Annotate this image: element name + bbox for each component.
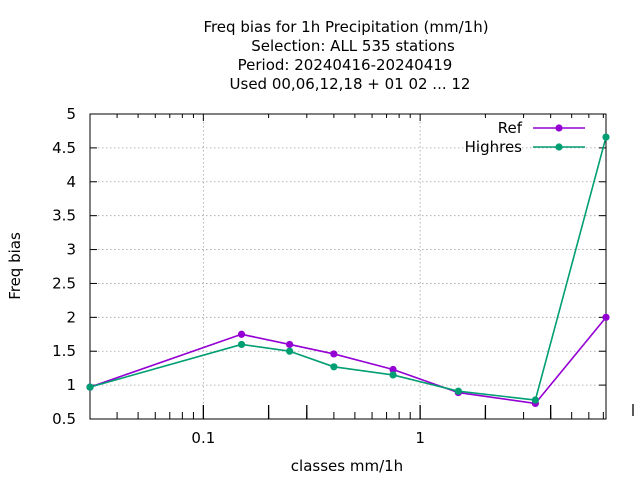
plot-frame (89, 113, 607, 420)
x-tick-label: 1 (415, 429, 425, 447)
series-highres (86, 133, 610, 404)
series-line (89, 316, 607, 405)
y-tick-label: 1.5 (52, 342, 76, 360)
data-point (389, 365, 397, 374)
axis-ticks: 0.5 1 1.5 2 2.5 3 3.5 4 4.5 5 0.1 1 (52, 105, 634, 447)
x-axis-title: classes mm/1h (291, 457, 403, 475)
series-line (89, 136, 607, 401)
grid (90, 114, 606, 419)
legend-marker (555, 124, 563, 132)
data-point (531, 396, 539, 404)
y-tick-label: 2.5 (52, 274, 76, 292)
title-line-1: Freq bias for 1h Precipitation (mm/1h) (203, 18, 488, 36)
legend-marker (555, 143, 563, 151)
legend-label: Ref (498, 119, 523, 137)
y-tick-label: 2 (66, 308, 76, 326)
data-point (389, 371, 397, 379)
y-tick-label: 1 (66, 376, 76, 394)
title-line-2: Selection: ALL 535 stations (251, 37, 455, 55)
data-point (602, 133, 610, 141)
data-point (602, 313, 610, 321)
y-tick-label: 4.5 (52, 139, 76, 157)
data-point (237, 330, 246, 338)
data-point (454, 387, 462, 395)
data-point (86, 383, 94, 391)
y-tick-label: 4 (66, 173, 76, 191)
x-tick-label: 0.1 (191, 429, 215, 447)
title-line-4: Used 00,06,12,18 + 01 02 ... 12 (230, 75, 471, 93)
data-point (330, 350, 338, 358)
data-point (286, 347, 294, 355)
y-tick-label: 5 (66, 105, 76, 123)
data-point (330, 363, 338, 371)
y-tick-label: 3 (66, 241, 76, 259)
legend-label: Highres (465, 138, 523, 156)
series-layer (86, 133, 610, 408)
data-point (237, 340, 246, 349)
chart-title: Freq bias for 1h Precipitation (mm/1h) S… (203, 18, 488, 93)
series-ref (86, 313, 610, 408)
y-axis-title: Freq bias (6, 232, 24, 300)
y-tick-label: 3.5 (52, 207, 76, 225)
y-tick-label: 0.5 (52, 410, 76, 428)
title-line-3: Period: 20240416-20240419 (238, 56, 453, 74)
data-point (286, 340, 294, 349)
